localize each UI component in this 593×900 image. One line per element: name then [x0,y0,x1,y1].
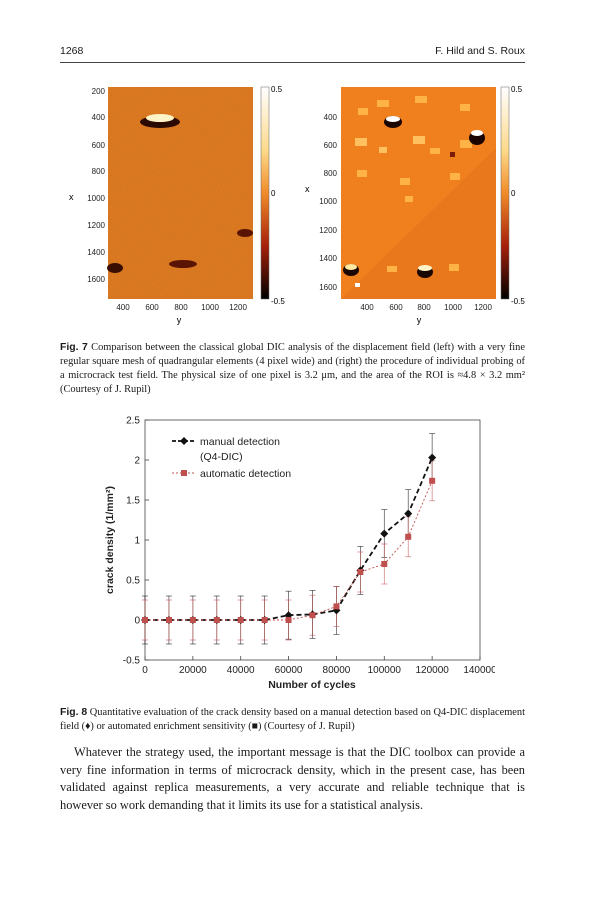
tick-label: 600 [389,303,403,312]
tick-label: 600 [324,141,338,150]
tick-label: 1000 [201,303,219,312]
page-number: 1268 [60,45,84,57]
tick-label: 1600 [87,275,105,284]
figure8-caption: Fig. 8 Quantitative evaluation of the cr… [60,706,525,734]
left-crack-bright [146,114,174,122]
y-tick-label: 0 [134,616,140,627]
tick-label: 1200 [87,221,105,230]
right-colorbar [500,86,510,300]
left-x-ticks: 400 600 800 1000 1200 [116,303,247,312]
left-colorbar [260,86,270,300]
caption-text: Comparison between the classical global … [60,342,525,395]
legend-marker-manual [180,437,188,445]
data-point-auto [381,561,388,567]
tick-label: 400 [116,303,130,312]
colorbar-label: 0 [511,189,516,198]
colorbar-label: 0.5 [271,85,283,94]
left-ylabel: x [69,192,74,202]
x-tick-label: 0 [142,665,148,676]
colorbar-label: 0.5 [511,85,523,94]
data-point-auto [405,533,412,540]
colorbar-label: -0.5 [271,297,285,306]
tick-label: 600 [92,141,106,150]
data-point-auto [165,617,172,623]
running-head-authors: F. Hild and S. Roux [435,45,525,57]
x-tick-label: 120000 [415,665,449,676]
data-point-auto [309,612,316,619]
left-xlabel: y [177,315,182,325]
right-y-ticks: 400 600 800 1000 1200 1400 1600 [319,113,337,292]
header-rule [60,62,525,63]
caption-text: Quantitative evaluation of the crack den… [60,707,525,732]
x-tick-label: 20000 [179,665,207,676]
right-ylabel: x [305,184,310,194]
x-tick-label: 100000 [368,665,402,676]
colorbar-label: -0.5 [511,297,525,306]
tick-label: 400 [360,303,374,312]
tick-label: 800 [417,303,431,312]
x-tick-label: 140000 [463,665,495,676]
y-tick-label: -0.5 [123,656,141,667]
right-displacement-map [341,87,496,299]
axis-ticks: 0 20000 40000 60000 80000 100000 120000 140000 -… [123,416,495,677]
figure7-caption: Fig. 7 Comparison between the classical … [60,341,525,397]
tick-label: 1600 [319,283,337,292]
legend-marker-auto [181,470,187,476]
tick-label: 1200 [319,226,337,235]
y-tick-label: 1 [134,536,140,547]
tick-label: 800 [174,303,188,312]
crack-density-chart: 0 20000 40000 60000 80000 100000 120000 140000 -… [104,416,495,692]
legend-label-manual-2: (Q4-DIC) [200,451,243,463]
data-point-auto [142,617,148,623]
x-axis-label: Number of cycles [268,679,356,691]
data-point-manual [380,529,389,538]
tick-label: 1400 [87,248,105,257]
x-tick-label: 80000 [323,665,351,676]
tick-label: 200 [92,87,106,96]
data-point-auto [333,603,340,610]
y-tick-label: 2.5 [126,416,140,427]
tick-label: 1200 [229,303,247,312]
data-point-auto [357,569,364,575]
right-x-ticks: 400 600 800 1000 1200 [360,303,492,312]
x-tick-label: 60000 [275,665,303,676]
legend-label-manual: manual detection [200,436,280,448]
body-paragraph: Whatever the strategy used, the importan… [60,745,525,812]
left-displacement-map [107,87,253,299]
x-tick-label: 40000 [227,665,255,676]
data-point-auto [237,617,244,623]
legend-label-auto: automatic detection [200,468,291,480]
data-point-auto [213,617,220,623]
caption-label: Fig. 7 [60,342,88,353]
y-axis-label: crack density (1/mm²) [104,486,116,594]
tick-label: 1200 [474,303,492,312]
tick-label: 1000 [87,194,105,203]
legend: manual detection (Q4-DIC) automatic dete… [172,436,291,480]
figure7-panels: 200 400 600 800 1000 1200 1400 1600 x 40… [69,85,525,325]
y-tick-label: 0.5 [126,576,140,587]
series-markers [141,453,437,624]
caption-label: Fig. 8 [60,707,88,718]
data-point-auto [429,477,436,484]
tick-label: 400 [92,113,106,122]
tick-label: 1400 [319,254,337,263]
tick-label: 1000 [319,197,337,206]
y-tick-label: 1.5 [126,496,140,507]
data-point-manual [404,509,413,518]
right-xlabel: y [417,315,422,325]
left-y-ticks: 200 400 600 800 1000 1200 1400 1600 [87,87,105,284]
tick-label: 600 [145,303,159,312]
data-point-auto [285,617,292,623]
data-point-manual [428,453,437,462]
tick-label: 800 [324,169,338,178]
y-tick-label: 2 [134,456,140,467]
tick-label: 800 [92,167,106,176]
tick-label: 400 [324,113,338,122]
data-point-auto [189,617,196,623]
colorbar-label: 0 [271,189,276,198]
tick-label: 1000 [444,303,462,312]
data-point-auto [261,617,268,623]
